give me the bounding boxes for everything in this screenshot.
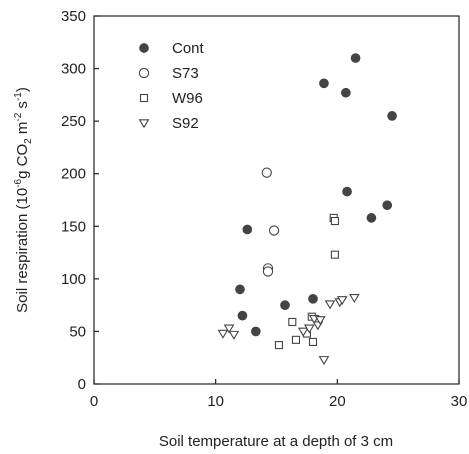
point-s73 xyxy=(268,225,280,236)
y-axis-ticks: 0 50 100 150 200 250 300 350 xyxy=(61,8,99,393)
point-w96 xyxy=(330,216,339,226)
plot-frame xyxy=(93,15,460,385)
point-cont xyxy=(235,284,245,295)
point-s92 xyxy=(318,356,330,366)
y-axis-title: Soil respiration (10-6g CO2 m-2 s-1) xyxy=(13,87,34,313)
y-tick-label: 200 xyxy=(61,166,86,183)
legend-item-s73: S73 xyxy=(138,65,199,82)
point-cont xyxy=(319,78,329,89)
y-axis-title-exp2: -2 xyxy=(13,112,24,121)
point-cont xyxy=(250,326,261,337)
point-cont xyxy=(387,111,397,121)
point-w96 xyxy=(330,250,339,259)
y-tick-label: 50 xyxy=(69,323,86,340)
legend-marker xyxy=(138,119,150,129)
point-w96 xyxy=(291,335,301,344)
point-cont xyxy=(242,224,253,235)
y-axis-title-sub1: 2 xyxy=(23,138,34,144)
point-s92 xyxy=(314,316,326,326)
point-cont xyxy=(341,87,351,98)
legend-label: S92 xyxy=(172,115,199,132)
series-cont xyxy=(235,53,397,337)
legend-marker xyxy=(139,43,149,53)
y-tick-label: 300 xyxy=(61,61,86,78)
point-cont xyxy=(366,213,377,223)
data-points xyxy=(217,53,397,366)
legend-label: Cont xyxy=(172,40,205,57)
point-s73 xyxy=(261,167,272,178)
point-s92 xyxy=(223,324,235,334)
legend-item-w96: W96 xyxy=(139,90,203,107)
point-s92 xyxy=(336,296,348,306)
point-w96 xyxy=(308,337,318,346)
point-cont xyxy=(382,200,393,211)
legend-item-s92: S92 xyxy=(138,115,199,132)
y-tick-label: 250 xyxy=(61,113,86,130)
point-cont xyxy=(350,53,361,63)
point-s92 xyxy=(297,327,309,337)
point-cont xyxy=(237,310,248,321)
series-s73 xyxy=(261,167,280,277)
x-tick-label: 10 xyxy=(207,393,224,410)
point-s92 xyxy=(217,329,229,339)
point-s92 xyxy=(228,330,240,340)
point-w96 xyxy=(274,341,283,350)
legend-marker xyxy=(138,67,150,79)
y-axis-title-exp1: -6 xyxy=(13,178,24,187)
y-axis-title-suffix: ) xyxy=(14,87,31,92)
y-tick-label: 0 xyxy=(78,376,86,393)
point-cont xyxy=(342,186,352,197)
legend-label: S73 xyxy=(172,65,199,82)
legend-label: W96 xyxy=(172,90,203,107)
x-tick-label: 0 xyxy=(90,393,98,410)
legend-marker xyxy=(139,93,149,103)
point-w96 xyxy=(288,317,297,327)
series-s92 xyxy=(217,294,360,366)
y-tick-label: 350 xyxy=(61,8,86,25)
x-axis-ticks: 0 10 20 30 xyxy=(90,379,468,410)
axes xyxy=(93,15,460,385)
y-tick-label: 150 xyxy=(61,218,86,235)
y-axis-title-mid1: g CO xyxy=(14,144,31,179)
y-axis-title-mid3: s xyxy=(14,101,31,113)
point-s73 xyxy=(262,266,274,277)
legend: Cont S73 W96 S92 xyxy=(138,40,205,132)
x-axis-title: Soil temperature at a depth of 3 cm xyxy=(159,433,393,450)
point-s92 xyxy=(324,300,336,310)
y-axis-title-mid2: m xyxy=(14,122,31,139)
y-tick-label: 100 xyxy=(61,271,86,288)
point-cont xyxy=(280,300,290,310)
point-cont xyxy=(308,293,318,304)
x-tick-label: 20 xyxy=(329,393,346,410)
point-s92 xyxy=(348,294,360,304)
legend-item-cont: Cont xyxy=(139,40,205,57)
y-axis-title-prefix: Soil respiration (10 xyxy=(14,188,31,313)
point-s92 xyxy=(303,324,315,334)
y-axis-title-exp3: -1 xyxy=(13,92,24,101)
x-tick-label: 30 xyxy=(451,393,468,410)
